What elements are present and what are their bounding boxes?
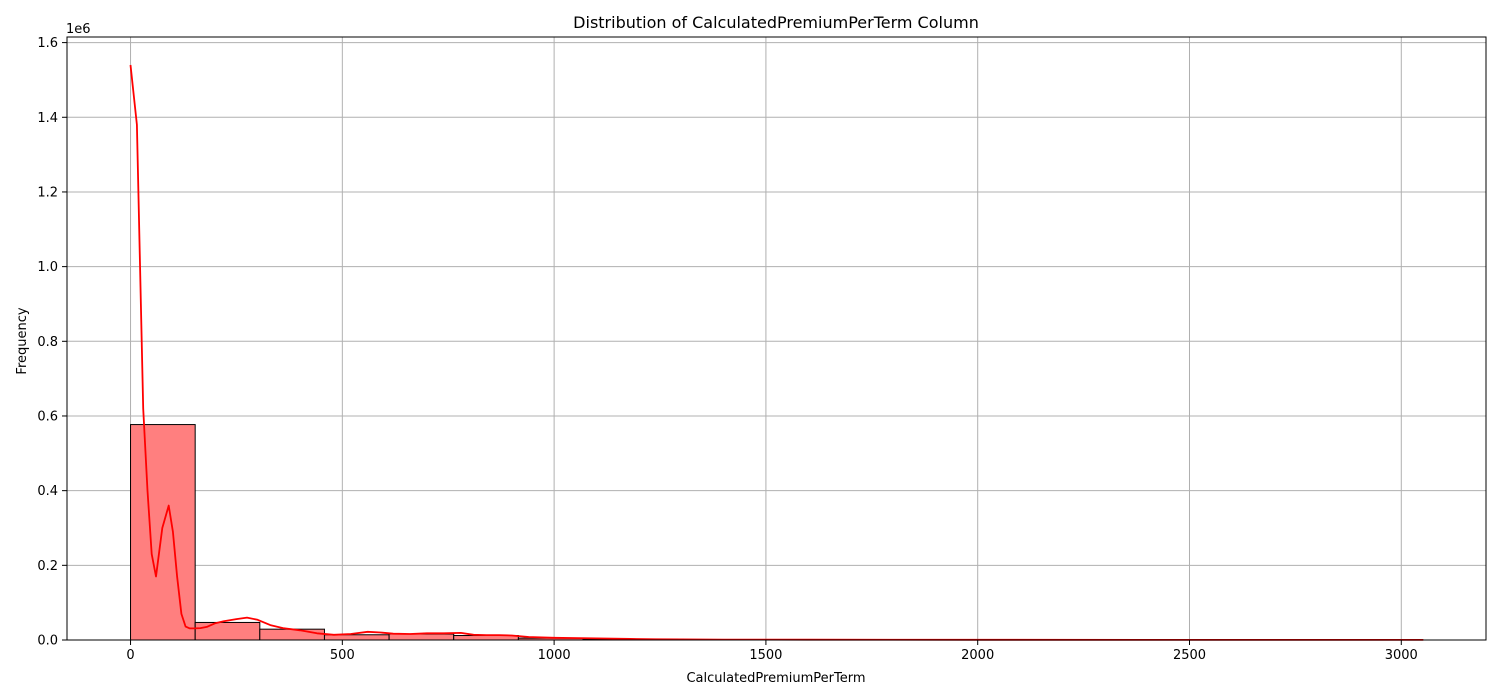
y-tick-label: 0.2	[37, 559, 58, 574]
kde-line	[129, 64, 1424, 641]
y-tick-label: 0.4	[37, 484, 58, 499]
histogram-bar	[388, 633, 455, 641]
y-tick-label: 0.8	[37, 335, 58, 350]
histogram-bar	[259, 628, 325, 641]
histogram-bar	[130, 424, 196, 641]
y-tick-label: 1.6	[37, 36, 58, 51]
x-axis-label: CalculatedPremiumPerTerm	[686, 671, 865, 686]
x-tick-label: 500	[330, 648, 355, 663]
histogram-bar	[194, 621, 261, 641]
plot-frame	[66, 36, 1487, 641]
x-tick-label: 0	[126, 648, 134, 663]
y-tick-label: 1.4	[37, 111, 58, 126]
x-tick-label: 2000	[961, 648, 994, 663]
y-axis-label: Frequency	[15, 307, 30, 374]
y-tick-label: 1.2	[37, 185, 58, 200]
ticks-layer: 0 500 1000 1500 2000 2500 3000 0.0 0.2 0.4 0.6 0.8 1…	[37, 36, 1418, 663]
x-tick-label: 3000	[1385, 648, 1418, 663]
y-offset-label: 1e6	[66, 22, 91, 37]
y-tick-label: 0.0	[37, 634, 58, 649]
kde-layer	[129, 64, 1424, 641]
grid-layer	[67, 37, 1486, 641]
x-tick-label: 2500	[1173, 648, 1206, 663]
chart-title: Distribution of CalculatedPremiumPerTerm…	[573, 13, 979, 32]
x-tick-label: 1000	[538, 648, 571, 663]
y-tick-label: 0.6	[37, 409, 58, 424]
y-tick-label: 1.0	[37, 260, 58, 275]
x-tick-label: 1500	[749, 648, 782, 663]
bars-layer	[130, 424, 1424, 641]
